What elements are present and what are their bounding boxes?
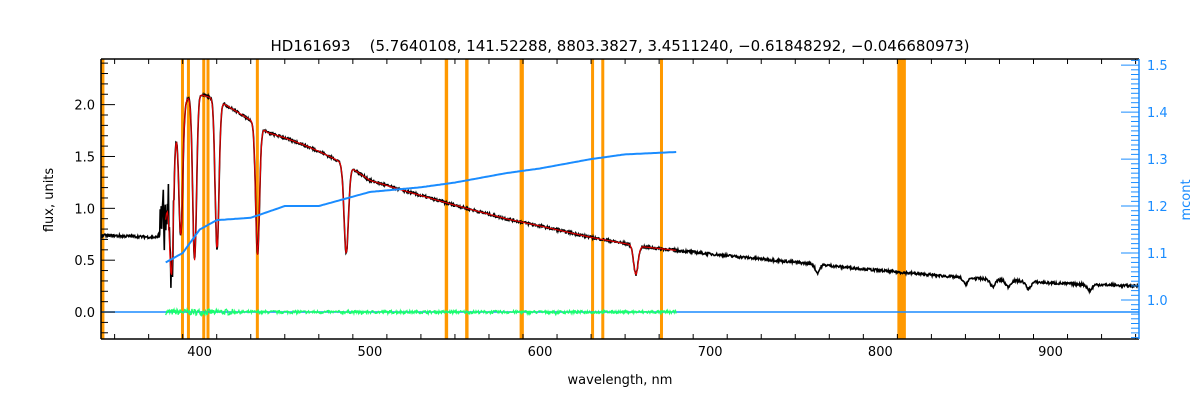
mask-band	[897, 59, 906, 339]
y2-tick-label: 1.3	[1147, 153, 1168, 168]
mask-band	[202, 59, 206, 339]
x-tick-label: 700	[698, 345, 723, 360]
mask-band	[659, 59, 663, 339]
y2-tick-label: 1.1	[1147, 247, 1168, 262]
mask-band	[255, 59, 259, 339]
x-tick-label: 400	[187, 345, 212, 360]
x-tick-label: 900	[1038, 345, 1063, 360]
x-axis-label: wavelength, nm	[568, 373, 673, 388]
y2-tick-label: 1.2	[1147, 200, 1168, 215]
continuum-series	[165, 151, 677, 264]
model-flux-series	[165, 94, 677, 276]
mask-band	[444, 59, 449, 339]
y-tick-label: 1.5	[74, 150, 95, 165]
y2-axis-label: mcont	[1179, 179, 1194, 220]
y2-tick-label: 1.0	[1147, 294, 1168, 309]
mask-band	[519, 59, 524, 339]
residual-series	[165, 307, 677, 317]
y-tick-label: 2.0	[74, 99, 95, 114]
x-tick-label: 800	[868, 345, 893, 360]
chart-title: HD161693 (5.7640108, 141.52288, 8803.382…	[270, 37, 969, 55]
mask-band	[591, 59, 595, 339]
x-tick-label: 500	[357, 345, 382, 360]
mask-band	[465, 59, 469, 339]
x-tick-label: 600	[528, 345, 553, 360]
y-axis-label: flux, units	[42, 168, 57, 233]
mask-band	[206, 59, 210, 339]
y2-tick-label: 1.4	[1147, 106, 1168, 121]
mask-band	[186, 59, 190, 339]
y2-tick-label: 1.5	[1147, 59, 1168, 74]
y-tick-label: 0.5	[74, 254, 95, 269]
mask-band	[101, 59, 105, 339]
y-tick-label: 1.0	[74, 202, 95, 217]
y-tick-label: 0.0	[74, 306, 95, 321]
mask-band	[601, 59, 605, 339]
